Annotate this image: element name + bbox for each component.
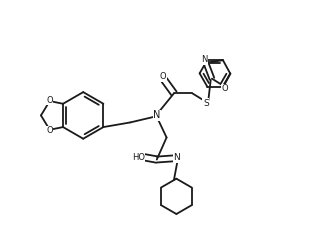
Text: O: O <box>160 72 166 81</box>
Text: N: N <box>153 110 161 121</box>
Text: HO: HO <box>132 153 145 162</box>
Text: S: S <box>203 99 209 108</box>
Text: O: O <box>46 126 53 135</box>
Text: N: N <box>201 55 208 64</box>
Text: N: N <box>173 153 180 162</box>
Text: O: O <box>46 95 53 105</box>
Text: O: O <box>222 84 228 93</box>
